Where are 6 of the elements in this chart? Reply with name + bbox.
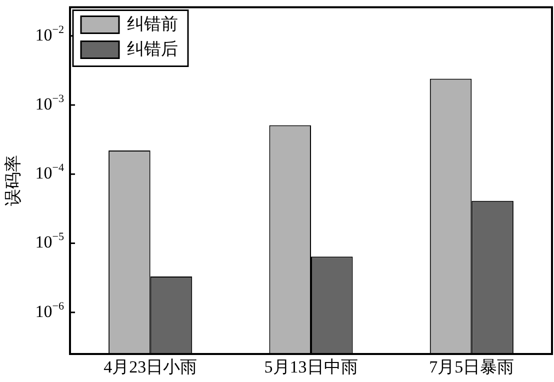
- legend-label: 纠错前: [127, 14, 178, 34]
- x-tick-label: 7月5日暴雨: [429, 358, 514, 377]
- x-tick-label: 4月23日小雨: [104, 358, 198, 377]
- legend-label: 纠错后: [127, 40, 178, 59]
- x-tick-label: 5月13日中雨: [264, 358, 358, 377]
- y-axis-title: 误码率: [4, 155, 23, 206]
